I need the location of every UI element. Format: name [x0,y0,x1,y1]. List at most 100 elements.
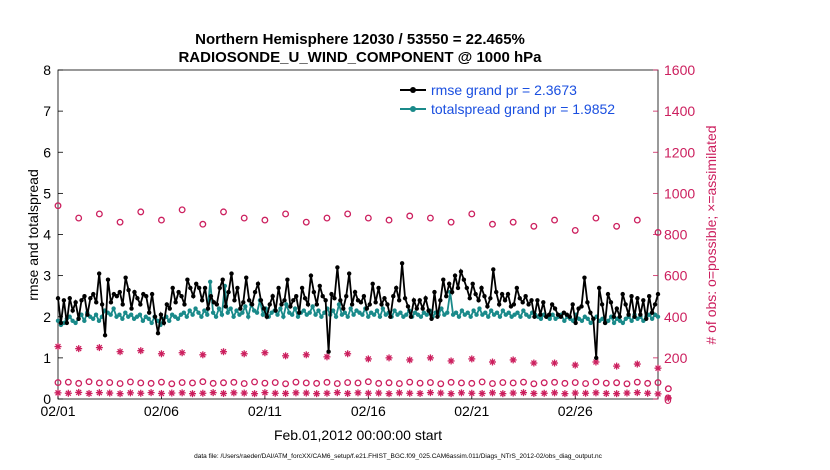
obs_possible_low-marker [157,378,165,386]
rmse-point [588,310,593,315]
totalspread-point [398,310,403,315]
obs_assimilated_low-marker [302,389,310,397]
obs_assimilated-marker [157,350,165,358]
rmse-point [511,302,517,307]
rmse-point [594,355,599,361]
x-tick-label: 02/26 [558,403,593,419]
rmse-point [264,314,270,319]
obs_assimilated-marker [178,349,186,357]
y-right-tick-label: 600 [664,268,688,284]
totalspread-point [307,310,312,315]
rmse-point [394,285,399,291]
totalspread-point [392,308,397,313]
footer-datafile: data file: /Users/raeder/DAI/ATM_forcXX/… [194,453,603,460]
rmse-point [329,291,334,297]
obs_assimilated_low-marker [551,389,559,397]
obs_assimilated_low-marker [447,390,455,398]
rmse-point [417,298,422,303]
rmse-point [520,300,525,305]
totalspread-point [336,302,342,307]
rmse-point [96,271,102,276]
rmse-point [191,293,196,299]
rmse-point [108,300,114,305]
obs_possible_low-marker [561,379,569,387]
obs_assimilated_low-marker [437,389,445,397]
totalspread-point [225,310,230,315]
obs_possible_low-marker [633,378,641,386]
totalspread-point [284,302,289,307]
obs_assimilated-marker [302,351,310,359]
rmse-point [129,306,134,311]
obs_possible-marker [240,214,248,222]
totalspread-point [120,316,125,322]
totalspread-point [316,308,321,313]
obs_assimilated_low-marker [344,389,352,397]
x-tick-label: 02/16 [351,403,386,419]
rmse-point [320,293,325,299]
rmse-point [523,293,528,299]
obs_assimilated_low-marker [499,390,507,398]
rmse-point [294,293,299,299]
obs_assimilated_low-marker [468,389,476,397]
totalspread-point [515,310,520,315]
obs_assimilated_low-marker [509,389,517,397]
obs_assimilated-marker [364,355,372,363]
obs_assimilated-marker [282,352,290,360]
rmse-point [535,298,540,303]
totalspread-point [488,308,494,313]
legend-spread-label: totalspread grand pr = 1.9852 [431,101,615,117]
obs_possible-marker [282,210,290,218]
rmse-point [82,293,87,299]
totalspread-point [547,316,552,322]
totalspread-point [213,314,219,319]
totalspread-point [123,310,128,315]
obs_assimilated_low-marker [220,389,228,397]
obs_possible-marker [385,216,393,224]
totalspread-point [149,320,154,326]
obs_assimilated-marker [406,356,414,364]
obs_possible-marker [447,218,455,226]
rmse-point [541,300,546,305]
obs_possible-marker [178,206,186,214]
rmse-point [120,302,125,307]
rmse-point [252,289,258,295]
rmse-point [258,298,264,303]
obs_possible_low-marker [375,379,383,387]
obs_possible_low-marker [54,379,62,386]
obs_possible_low-marker [437,380,445,388]
obs_possible_low-marker [220,379,227,387]
totalspread-point [518,314,523,319]
y-right-label: # of obs: o=possible; ×=assimilated [703,125,719,344]
rmse-point [99,302,105,307]
obs_possible_low-marker [426,379,434,386]
rmse-point [617,314,622,319]
totalspread-point [187,308,192,313]
rmse-point [208,293,214,299]
rmse-point [146,310,152,315]
totalspread-point [67,314,72,319]
obs_assimilated_low-marker [520,389,528,397]
rmse-point [288,304,293,309]
rmse-point [161,320,167,326]
y-left-label: rmse and totalspread [25,169,41,301]
totalspread-point [579,318,585,324]
obs_assimilated_low-marker [313,390,321,398]
totalspread-point [210,310,216,315]
rmse-point [311,289,317,295]
rmse-point [349,302,355,307]
obs_assimilated-marker [488,358,496,366]
rmse-point [317,283,322,289]
obs_possible_low-marker [95,379,103,387]
obs_possible_low-marker [75,379,83,387]
obs_possible-marker [54,202,62,210]
rmse-point [226,289,231,295]
totalspread-point [527,314,532,319]
rmse-point [579,304,584,309]
rmse-point [514,285,520,291]
rmse-point [299,285,305,291]
totalspread-point [108,312,113,317]
totalspread-point [374,308,380,313]
rmse-point [279,302,284,307]
rmse-point [549,302,555,307]
y-right-tick-label: 800 [664,227,688,243]
